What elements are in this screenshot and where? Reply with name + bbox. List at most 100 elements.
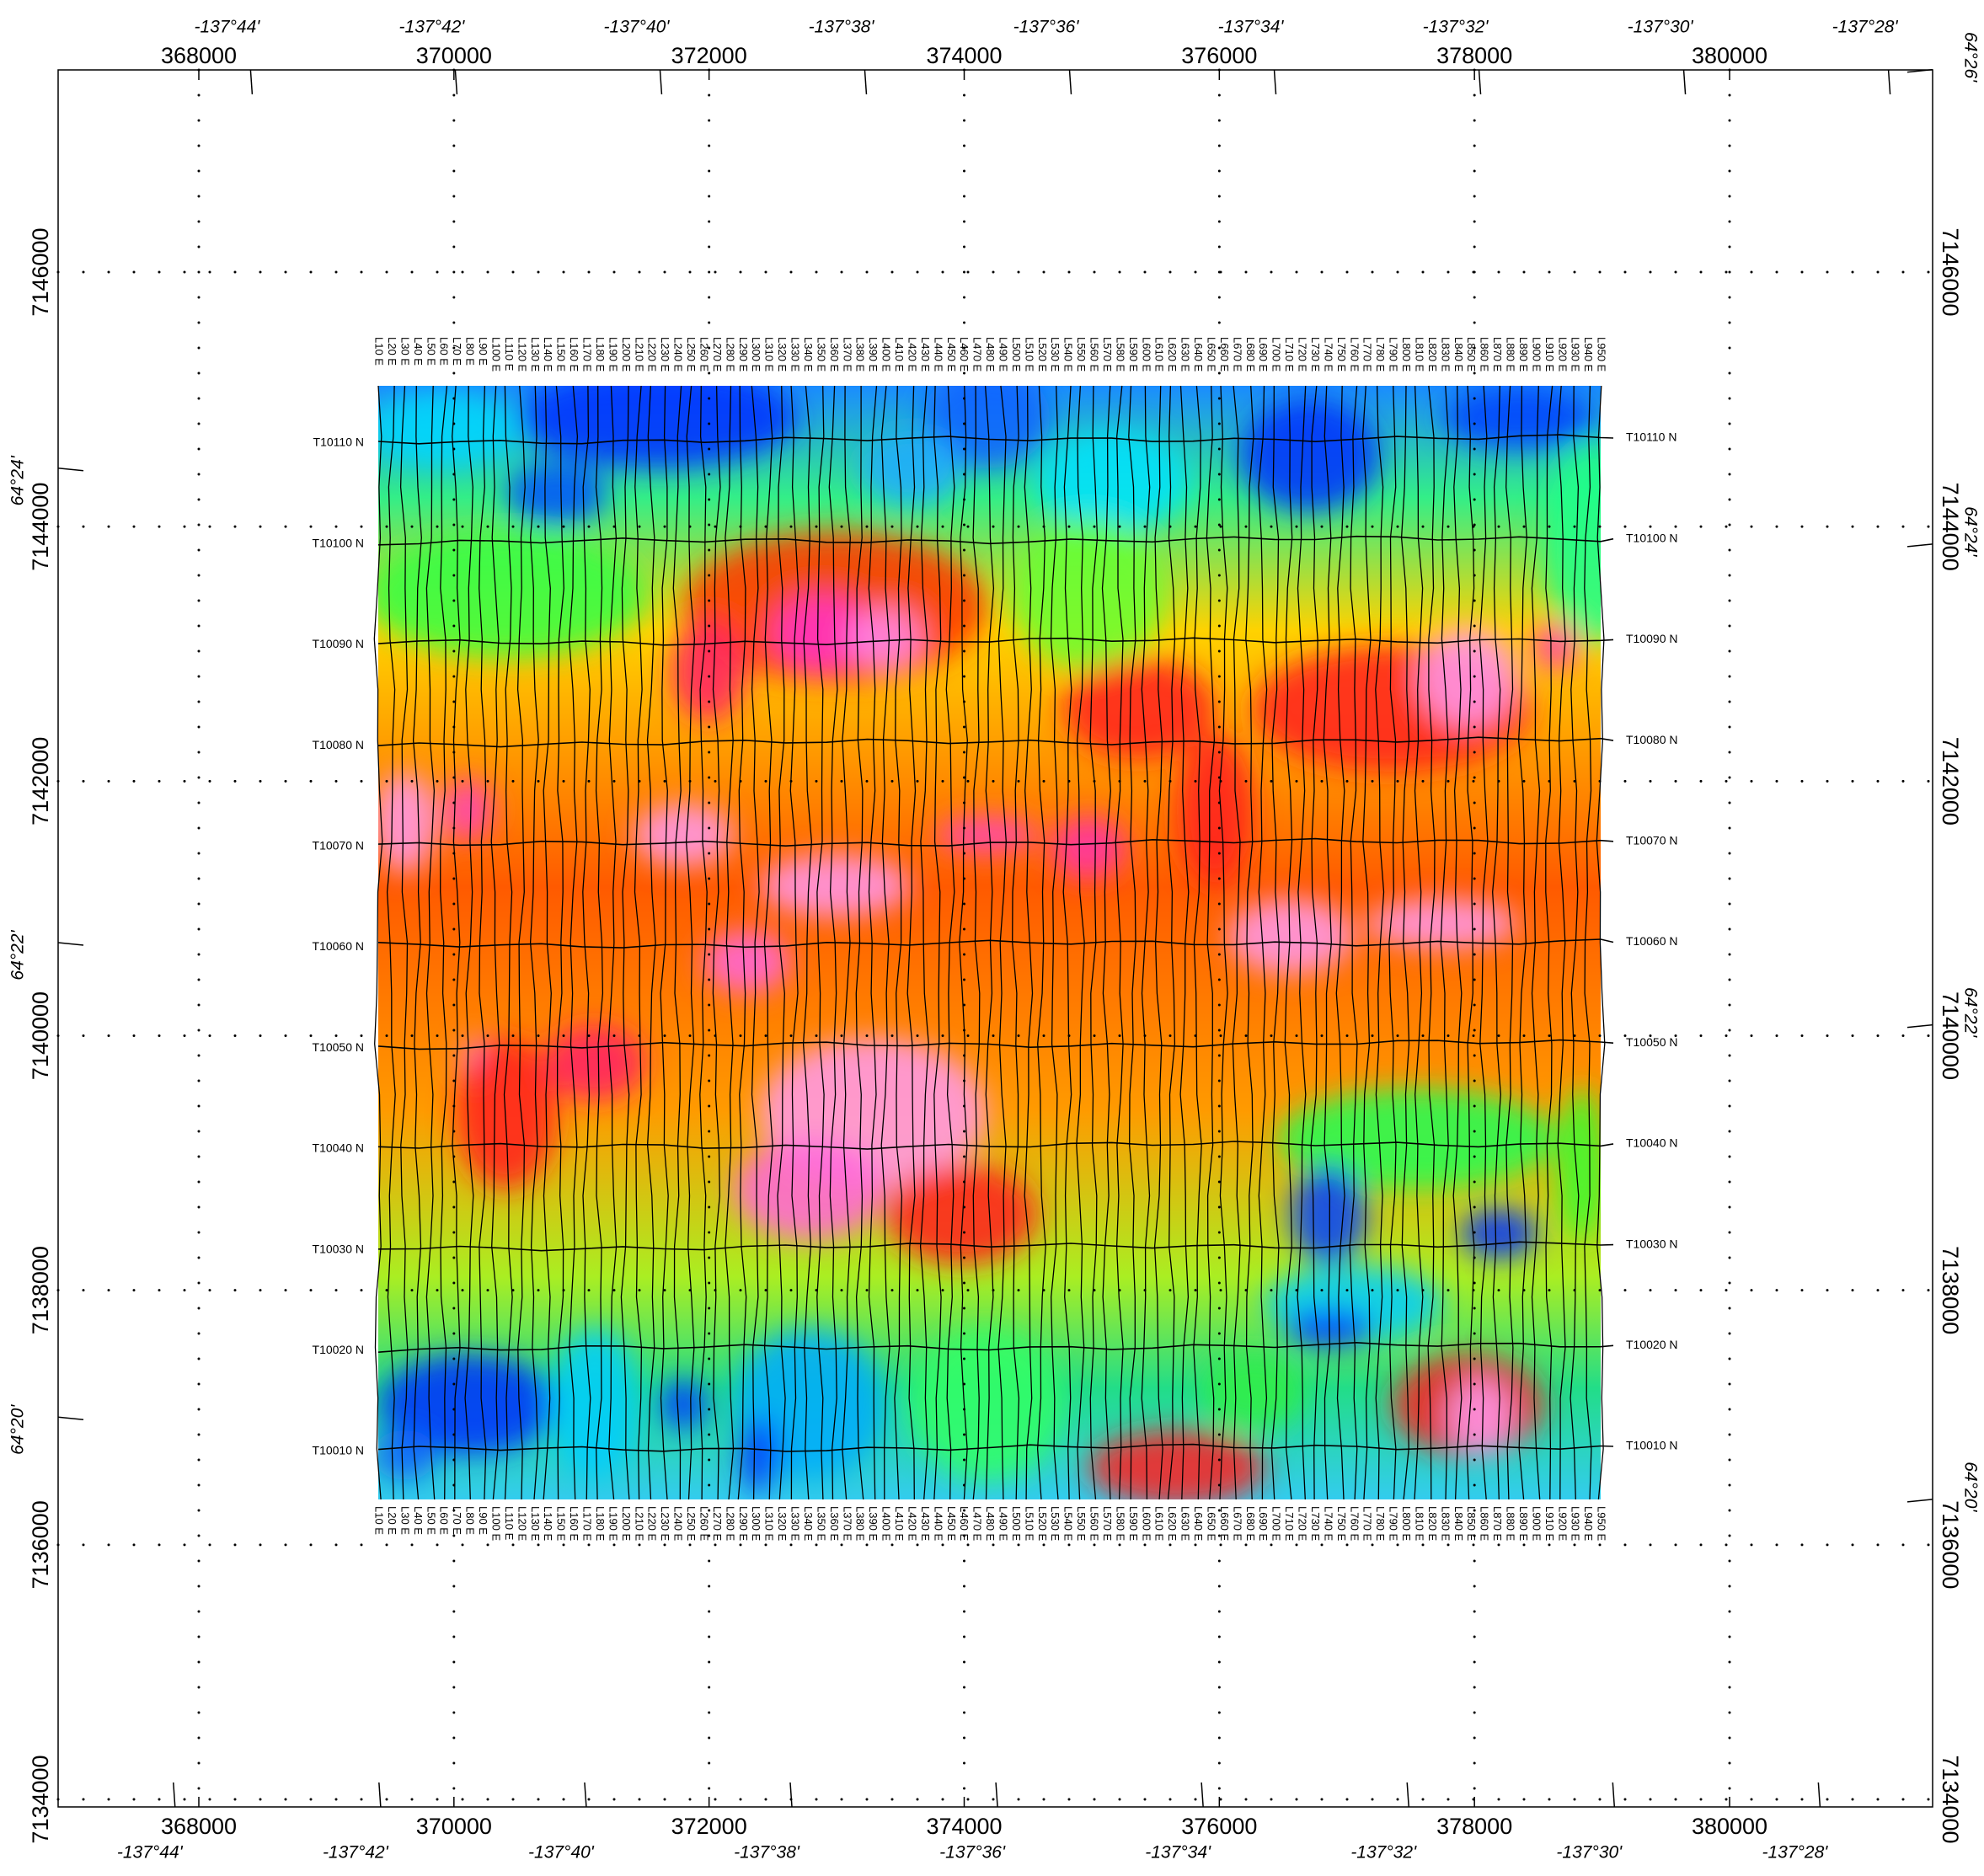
- survey-line-label: L180 E: [594, 1506, 607, 1542]
- heat-blob: [373, 772, 436, 873]
- survey-line-label: L740 E: [1322, 337, 1334, 372]
- graticule-tick: [1612, 1782, 1614, 1807]
- survey-line-label: L860 E: [1479, 1506, 1491, 1542]
- tie-line-label: T10060 N: [313, 939, 364, 953]
- survey-line-label: L670 E: [1231, 1506, 1243, 1542]
- tie-line-label: T10010 N: [1626, 1439, 1677, 1452]
- heat-blob: [671, 620, 746, 721]
- survey-line-label: L140 E: [542, 337, 554, 372]
- northing-label: 7140000: [1938, 991, 1963, 1080]
- survey-line-label: L720 E: [1297, 337, 1309, 372]
- survey-line-label: L660 E: [1218, 337, 1231, 372]
- graticule-tick: [174, 1782, 175, 1807]
- survey-line-label: L790 E: [1388, 1506, 1400, 1542]
- heat-blob: [506, 462, 607, 525]
- survey-line-label: L810 E: [1413, 337, 1425, 372]
- survey-line-label: L380 E: [854, 1506, 867, 1542]
- longitude-label: -137°36': [939, 1843, 1006, 1863]
- tie-line-label: T10010 N: [313, 1444, 364, 1457]
- survey-line-label: L900 E: [1530, 1506, 1543, 1542]
- survey-line-label: L650 E: [1205, 1506, 1217, 1542]
- graticule-tick: [379, 1782, 381, 1807]
- survey-line-label: L920 E: [1556, 1506, 1569, 1542]
- survey-line-label: L830 E: [1439, 1506, 1452, 1542]
- survey-line-label: L250 E: [685, 337, 698, 372]
- survey-line-label: L620 E: [1166, 1506, 1179, 1542]
- survey-line-label: L810 E: [1413, 1506, 1425, 1542]
- survey-line-label: L670 E: [1231, 337, 1243, 372]
- survey-line-label: L240 E: [672, 337, 685, 372]
- heat-blob: [848, 607, 923, 671]
- survey-line-label: L530 E: [1049, 1506, 1062, 1542]
- survey-line-label: L170 E: [581, 337, 594, 372]
- northing-label: 7138000: [28, 1246, 53, 1334]
- survey-line-label: L770 E: [1361, 1506, 1374, 1542]
- survey-line-label: L910 E: [1543, 1506, 1556, 1542]
- survey-line-label: L460 E: [958, 337, 971, 372]
- tie-line-label: T10050 N: [1626, 1035, 1677, 1049]
- survey-line-label: L420 E: [906, 337, 918, 372]
- survey-line-label: L200 E: [620, 337, 633, 372]
- survey-line-label: L780 E: [1374, 337, 1387, 372]
- survey-line-label: L940 E: [1582, 337, 1595, 372]
- survey-line-label: L800 E: [1400, 337, 1413, 372]
- survey-line-label: L280 E: [724, 337, 736, 372]
- longitude-label: -137°28': [1762, 1843, 1828, 1863]
- survey-line-label: L280 E: [724, 1506, 736, 1542]
- longitude-label: -137°30': [1628, 18, 1694, 37]
- survey-line-label: L80 E: [464, 1506, 477, 1535]
- survey-line-label: L40 E: [412, 337, 425, 366]
- tie-line-label: T10030 N: [313, 1242, 364, 1255]
- survey-line-label: L270 E: [711, 337, 724, 372]
- longitude-label: -137°38': [809, 18, 875, 37]
- survey-line-label: L20 E: [386, 1506, 398, 1535]
- survey-line-label: L300 E: [750, 337, 762, 372]
- survey-line-label: L170 E: [581, 1506, 594, 1542]
- graticule-tick: [1201, 1782, 1203, 1807]
- survey-line-label: L200 E: [620, 1506, 633, 1542]
- easting-label: 380000: [1692, 43, 1767, 68]
- tie-line-label: T10020 N: [1626, 1338, 1677, 1351]
- graticule-tick: [1889, 70, 1890, 94]
- longitude-label: -137°36': [1013, 18, 1080, 37]
- graticule-tick: [58, 468, 83, 471]
- tie-line-label: T10020 N: [313, 1343, 364, 1356]
- easting-label: 378000: [1436, 1814, 1512, 1839]
- survey-line-label: L340 E: [802, 337, 815, 372]
- survey-line-label: L890 E: [1517, 1506, 1530, 1542]
- survey-line-label: L150 E: [555, 1506, 568, 1542]
- survey-line-label: L800 E: [1400, 1506, 1413, 1542]
- graticule-tick: [455, 70, 457, 94]
- survey-line-label: L730 E: [1309, 337, 1322, 372]
- survey-line-label: L180 E: [594, 337, 607, 372]
- survey-line-label: L310 E: [763, 337, 776, 372]
- easting-label: 374000: [926, 1814, 1002, 1839]
- survey-line-label: L680 E: [1244, 1506, 1257, 1542]
- survey-line-label: L470 E: [971, 337, 984, 372]
- survey-line-label: L30 E: [398, 337, 411, 366]
- survey-line-label: L60 E: [438, 1506, 451, 1535]
- heat-blob: [759, 854, 911, 917]
- tie-line-label: T10090 N: [1626, 632, 1677, 645]
- survey-line-label: L590 E: [1127, 337, 1140, 372]
- survey-line-label: L590 E: [1127, 1506, 1140, 1542]
- survey-line-label: L260 E: [698, 337, 710, 372]
- survey-line-label: L620 E: [1166, 337, 1179, 372]
- survey-line-label: L630 E: [1179, 337, 1192, 372]
- survey-line-label: L520 E: [1036, 1506, 1049, 1542]
- survey-line-label: L70 E: [451, 1506, 463, 1535]
- graticule-tick: [58, 1417, 83, 1419]
- survey-line-label: L950 E: [1596, 1506, 1608, 1542]
- easting-label: 368000: [161, 1814, 237, 1839]
- survey-line-label: L400 E: [880, 337, 893, 372]
- northing-label: 7136000: [1938, 1500, 1963, 1589]
- northing-label: 7144000: [1938, 483, 1963, 571]
- survey-line-label: L940 E: [1582, 1506, 1595, 1542]
- heat-blob: [1038, 430, 1190, 532]
- survey-line-label: L410 E: [893, 1506, 906, 1542]
- latitude-label: 64°20': [1960, 1462, 1980, 1512]
- survey-line-label: L510 E: [1023, 337, 1035, 372]
- survey-line-label: L300 E: [750, 1506, 762, 1542]
- heat-blob: [1202, 1354, 1303, 1430]
- longitude-label: -137°38': [734, 1843, 800, 1863]
